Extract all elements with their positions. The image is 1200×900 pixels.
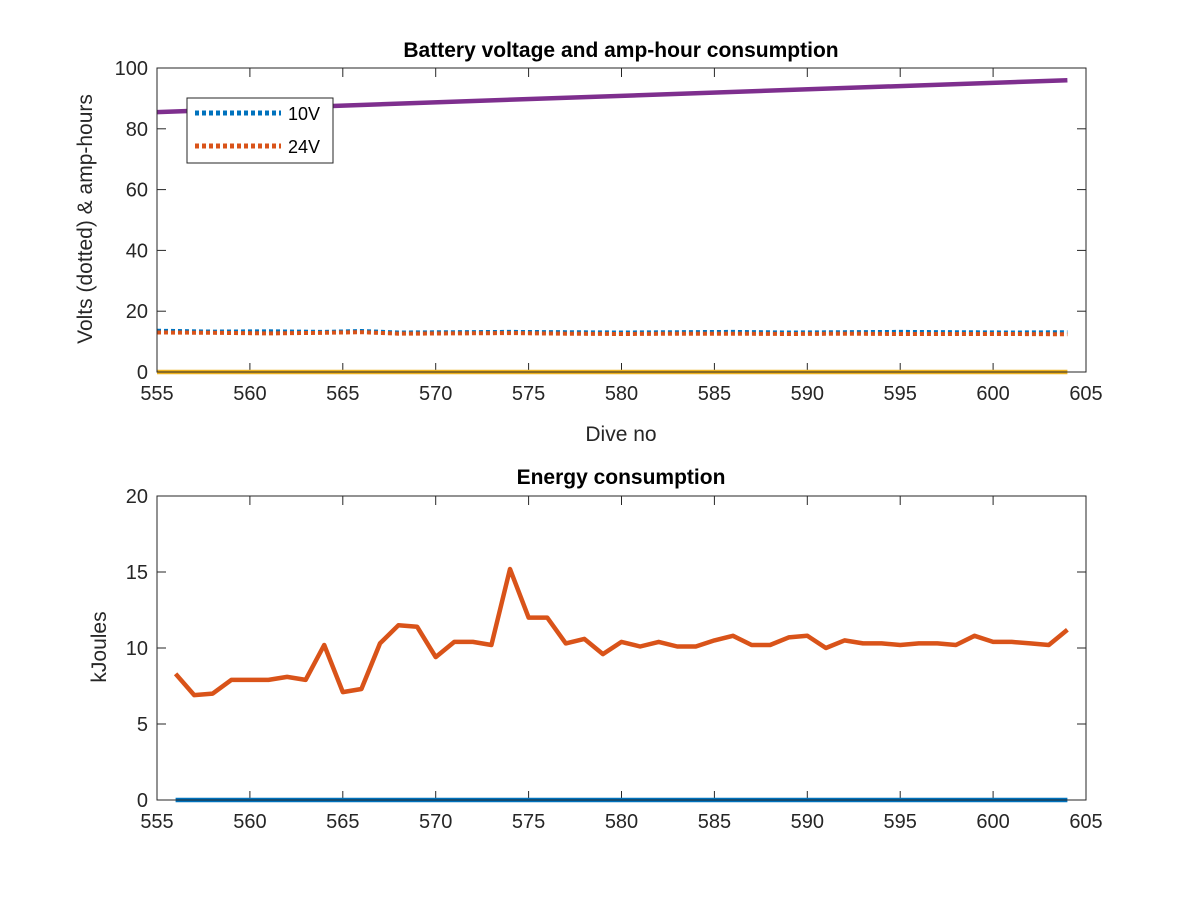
x-tick-label: 565 (326, 811, 359, 833)
x-tick-label: 560 (233, 811, 266, 833)
x-tick-label: 590 (791, 811, 824, 833)
tick-group: 555 560 565 570 575 580 585 590 595 600 605 0 20 40 60… (115, 58, 1103, 405)
x-tick-label: 585 (698, 811, 731, 833)
x-tick-label: 600 (976, 811, 1009, 833)
x-tick-label: 565 (326, 383, 359, 405)
x-tick-label: 580 (605, 811, 638, 833)
series-line-orange (173, 566, 1069, 698)
x-tick-label: 560 (233, 383, 266, 405)
x-tick-label: 585 (698, 383, 731, 405)
y-tick-label: 100 (115, 58, 148, 80)
y-tick-label: 20 (126, 301, 148, 323)
x-tick-label: 570 (419, 383, 452, 405)
series-group (173, 566, 1069, 803)
y-tick-label: 5 (137, 714, 148, 736)
chart-title: Battery voltage and amp-hour consumption (403, 39, 838, 62)
y-tick-label: 15 (126, 562, 148, 584)
y-tick-label: 10 (126, 638, 148, 660)
x-tick-label: 605 (1069, 383, 1102, 405)
legend-label-24v: 24V (288, 137, 320, 157)
y-axis-label: Volts (dotted) & amp-hours (74, 94, 97, 344)
x-tick-label: 570 (419, 811, 452, 833)
x-tick-label: 595 (884, 383, 917, 405)
chart-title: Energy consumption (517, 466, 726, 489)
y-tick-label: 80 (126, 119, 148, 141)
x-tick-label: 580 (605, 383, 638, 405)
x-tick-label: 595 (884, 811, 917, 833)
legend-box (186, 97, 334, 164)
y-axis-label: kJoules (88, 611, 111, 682)
y-tick-label: 20 (126, 486, 148, 508)
y-tick-label: 60 (126, 180, 148, 202)
energy-axes: Energy consumption kJoules 555 560 565 570 5… (88, 466, 1103, 833)
y-tick-label: 0 (137, 790, 148, 812)
x-tick-label: 600 (976, 383, 1009, 405)
legend-label-10v: 10V (288, 104, 320, 124)
x-tick-label: 605 (1069, 811, 1102, 833)
x-tick-label: 575 (512, 811, 545, 833)
x-tick-label: 555 (140, 811, 173, 833)
axes-box (156, 495, 1087, 801)
series-line-24v (156, 330, 1068, 337)
x-axis-label: Dive no (585, 423, 656, 446)
y-tick-label: 0 (137, 362, 148, 384)
voltage-axes: Battery voltage and amp-hour consumption… (74, 39, 1103, 446)
x-tick-label: 555 (140, 383, 173, 405)
legend: 10V 24V (186, 97, 334, 164)
y-tick-label: 40 (126, 240, 148, 262)
x-tick-label: 590 (791, 383, 824, 405)
axes-box (156, 67, 1087, 373)
tick-group: 555 560 565 570 575 580 585 590 595 600 605 0 5 10 15 2… (126, 486, 1103, 833)
x-tick-label: 575 (512, 383, 545, 405)
